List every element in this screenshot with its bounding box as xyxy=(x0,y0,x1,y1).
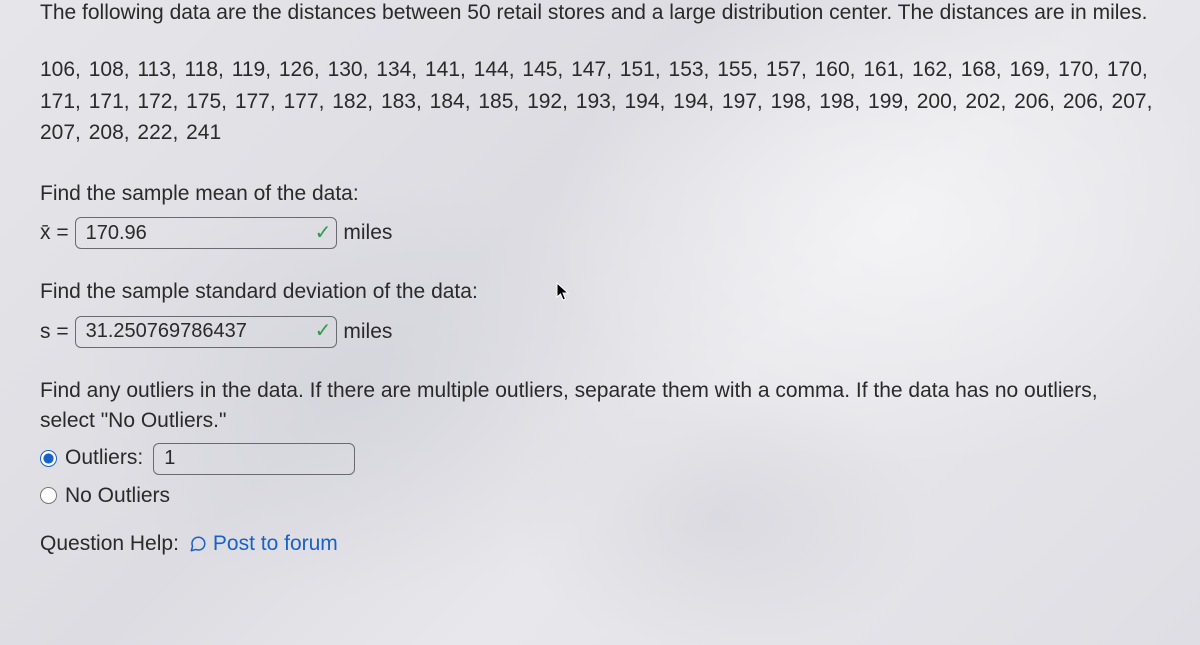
mean-prompt: Find the sample mean of the data: xyxy=(40,179,1160,209)
sd-input[interactable] xyxy=(75,316,337,348)
post-to-forum-label: Post to forum xyxy=(213,529,338,559)
mean-unit-label: miles xyxy=(343,218,392,248)
question-help-label: Question Help: xyxy=(40,529,179,559)
sd-variable-label: s = xyxy=(40,317,69,347)
outliers-radio[interactable] xyxy=(40,450,57,467)
mean-variable-label: x̄ = xyxy=(40,218,69,248)
speech-bubble-icon xyxy=(189,535,207,553)
sd-prompt: Find the sample standard deviation of th… xyxy=(40,277,1160,307)
outliers-input[interactable] xyxy=(153,443,355,475)
outliers-radio-label: Outliers: xyxy=(65,443,143,473)
no-outliers-radio-label: No Outliers xyxy=(65,481,170,511)
sd-unit-label: miles xyxy=(343,317,392,347)
mean-input[interactable] xyxy=(75,217,337,249)
problem-intro: The following data are the distances bet… xyxy=(40,0,1160,28)
dataset-values: 106, 108, 113, 118, 119, 126, 130, 134, … xyxy=(40,54,1160,149)
no-outliers-radio[interactable] xyxy=(40,487,57,504)
outliers-prompt: Find any outliers in the data. If there … xyxy=(40,376,1100,437)
post-to-forum-link[interactable]: Post to forum xyxy=(189,529,338,559)
